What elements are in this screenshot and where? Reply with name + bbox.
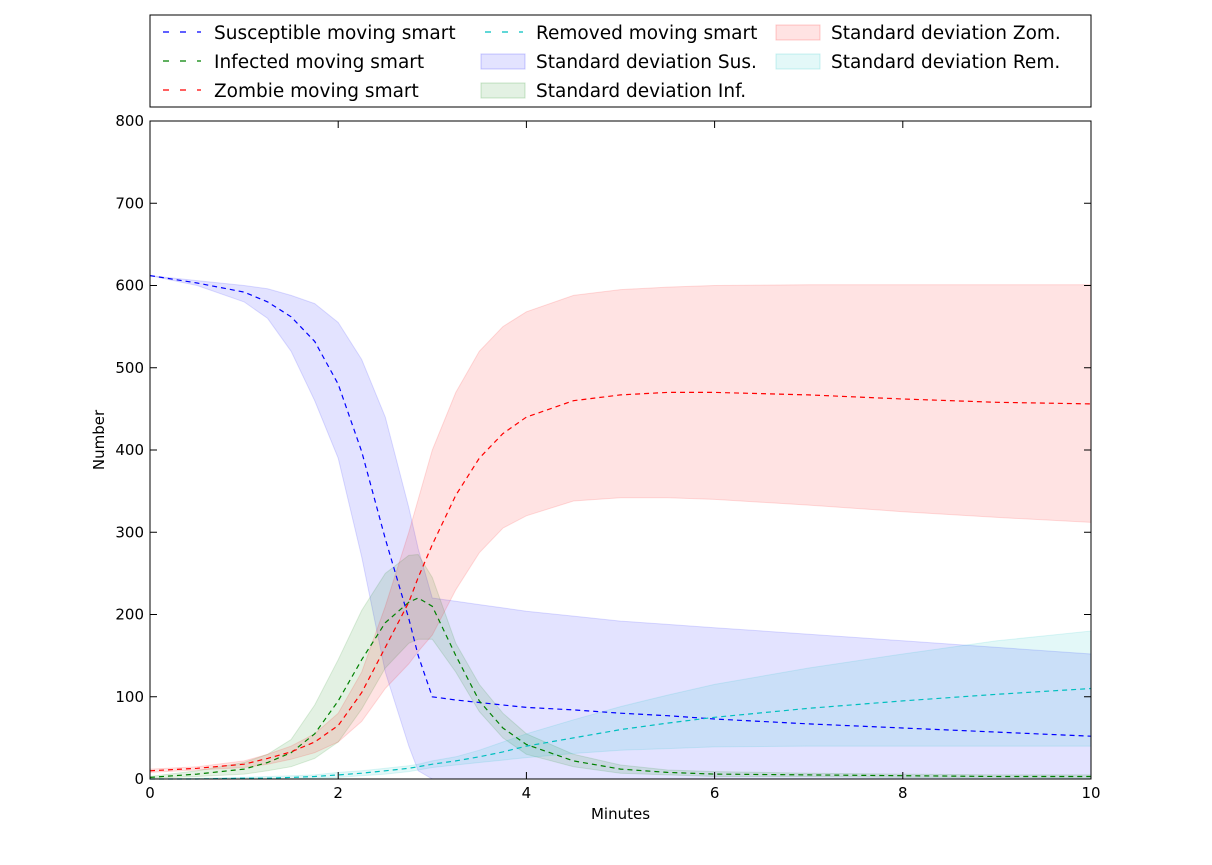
x-tick-label: 6 xyxy=(710,784,720,802)
legend-box xyxy=(149,14,1092,108)
y-tick-label: 400 xyxy=(115,441,144,459)
y-tick-label: 200 xyxy=(115,606,144,624)
legend-item-standard-deviation-rem: Standard deviation Rem. xyxy=(775,52,1060,73)
line-zombie-moving-smart xyxy=(149,391,1092,772)
y-axis-label: Number xyxy=(90,409,108,470)
legend: Susceptible moving smart Infected moving … xyxy=(149,14,1092,108)
legend-swatch xyxy=(480,82,526,99)
legend-label: Standard deviation Sus. xyxy=(536,52,757,73)
legend-item-standard-deviation-sus: Standard deviation Sus. xyxy=(480,52,757,73)
y-tick-label: 0 xyxy=(134,770,144,788)
legend-swatch xyxy=(775,53,821,70)
legend-item-standard-deviation-zom: Standard deviation Zom. xyxy=(775,23,1061,44)
legend-label: Removed moving smart xyxy=(536,23,757,44)
legend-label: Infected moving smart xyxy=(214,52,424,73)
legend-label: Standard deviation Inf. xyxy=(536,81,746,102)
line-susceptible-moving-smart xyxy=(149,275,1092,737)
legend-item-infected-moving-smart: Infected moving smart xyxy=(163,52,424,73)
x-tick-label: 8 xyxy=(898,784,908,802)
y-tick-label: 700 xyxy=(115,194,144,212)
legend-item-standard-deviation-inf: Standard deviation Inf. xyxy=(480,81,746,102)
std-bands xyxy=(149,275,1092,780)
legend-item-susceptible-moving-smart: Susceptible moving smart xyxy=(163,23,456,44)
legend-item-zombie-moving-smart: Zombie moving smart xyxy=(163,81,419,102)
line-infected-moving-smart xyxy=(149,597,1091,778)
y-tick-label: 600 xyxy=(115,277,144,295)
legend-label: Susceptible moving smart xyxy=(214,23,456,44)
y-tick-label: 800 xyxy=(115,112,144,130)
x-tick-label: 4 xyxy=(522,784,532,802)
x-axis-label: Minutes xyxy=(591,805,650,823)
y-tick-label: 300 xyxy=(115,523,144,541)
legend-swatch xyxy=(775,24,821,41)
x-tick-label: 0 xyxy=(145,784,155,802)
legend-item-removed-moving-smart: Removed moving smart xyxy=(485,23,757,44)
legend-label: Zombie moving smart xyxy=(214,81,419,102)
y-tick-label: 100 xyxy=(115,688,144,706)
line-removed-moving-smart xyxy=(150,687,1092,780)
x-tick-label: 2 xyxy=(333,784,343,802)
legend-swatch xyxy=(480,53,526,70)
series-lines xyxy=(149,275,1092,780)
x-tick-label: 10 xyxy=(1081,784,1100,802)
legend-label: Standard deviation Rem. xyxy=(831,52,1060,73)
y-tick-label: 500 xyxy=(115,359,144,377)
legend-label: Standard deviation Zom. xyxy=(831,23,1061,44)
